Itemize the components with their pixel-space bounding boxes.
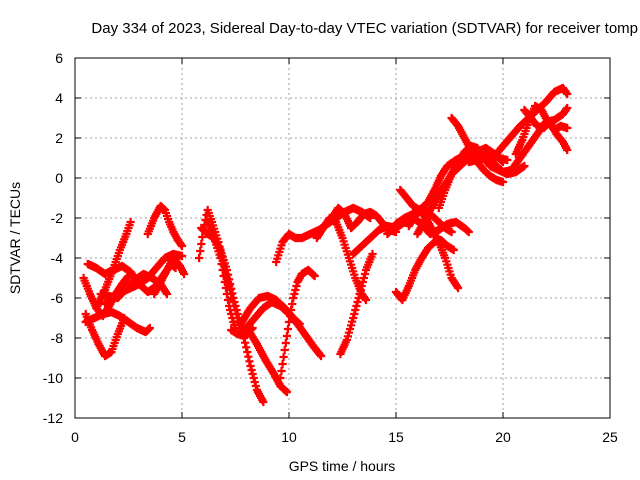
data-series [81, 309, 129, 361]
data-point-markers [227, 297, 326, 361]
data-point-markers [276, 265, 319, 383]
data-point-markers [143, 201, 187, 251]
y-tick-label: -2 [51, 210, 64, 226]
data-series [237, 291, 304, 329]
data-point-markers [272, 203, 375, 267]
data-series [272, 203, 375, 267]
data-series [143, 201, 187, 251]
data-series [276, 265, 319, 383]
x-tick-label: 10 [281, 429, 297, 445]
data-series [81, 307, 154, 337]
data-series [244, 325, 291, 397]
plot-frame [74, 57, 611, 419]
data-point-markers [447, 113, 508, 187]
axis-ticks: 0 5 10 15 20 25 -12 -10 -8 -6 -4 -2 0 2 4 6 [43, 50, 618, 445]
y-tick-label: 0 [55, 170, 63, 186]
data-point-markers [244, 325, 291, 397]
data-point-markers [237, 291, 304, 329]
y-axis-label: SDTVAR / TECUs [7, 182, 23, 294]
chart-title: Day 334 of 2023, Sidereal Day-to-day VTE… [91, 20, 638, 37]
y-tick-label: 2 [55, 130, 63, 146]
y-tick-label: -10 [43, 370, 63, 386]
data-point-markers [520, 105, 572, 155]
data-series [447, 113, 508, 187]
data-point-markers [81, 309, 129, 361]
plot-area [79, 83, 572, 407]
data-series [150, 253, 189, 299]
x-axis-label: GPS time / hours [289, 458, 396, 474]
data-point-markers [150, 253, 189, 299]
y-tick-label: -4 [51, 250, 64, 266]
data-point-markers [81, 307, 154, 337]
x-tick-label: 15 [388, 429, 404, 445]
data-series [520, 105, 572, 155]
y-tick-label: -8 [51, 330, 64, 346]
y-tick-label: 6 [55, 50, 63, 66]
y-tick-label: 4 [55, 90, 63, 106]
data-point-markers [391, 235, 458, 305]
y-tick-label: -12 [43, 410, 63, 426]
x-tick-label: 5 [178, 429, 186, 445]
data-series [227, 297, 326, 361]
y-tick-label: -6 [51, 290, 64, 306]
x-tick-label: 25 [602, 429, 618, 445]
data-series [336, 249, 377, 359]
data-series [391, 235, 458, 305]
x-tick-label: 20 [495, 429, 511, 445]
x-tick-label: 0 [71, 429, 79, 445]
data-point-markers [336, 249, 377, 359]
